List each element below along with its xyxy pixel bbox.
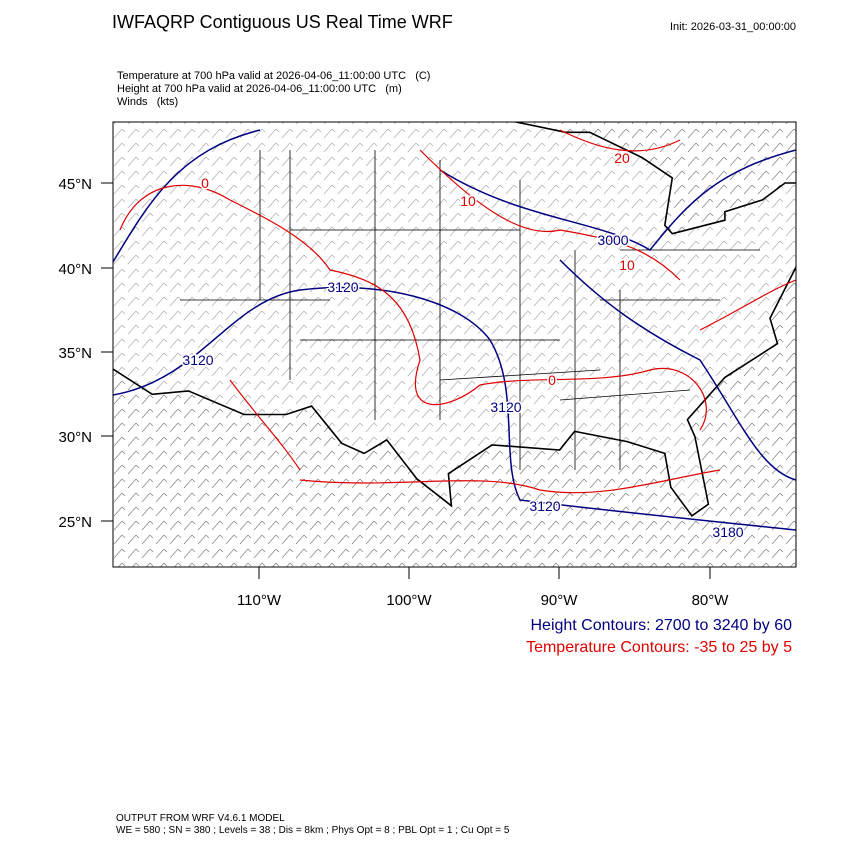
field-line: Winds (kts) xyxy=(117,96,178,108)
contour-labels: 20 10 10 0 0 3000 3120 3120 3120 3120 3180 xyxy=(181,149,745,542)
lat-label: 35°N xyxy=(58,345,92,362)
coastline xyxy=(113,122,796,518)
lat-label: 40°N xyxy=(58,261,92,278)
footer-line: WE = 580 ; SN = 380 ; Levels = 38 ; Dis … xyxy=(116,825,510,836)
contour-label: 0 xyxy=(201,175,209,191)
lon-label: 80°W xyxy=(692,592,730,609)
footer-line: OUTPUT FROM WRF V4.6.1 MODEL xyxy=(116,813,285,824)
contour-label: 3120 xyxy=(529,498,560,514)
map-area xyxy=(113,122,796,567)
legend-temperature: Temperature Contours: -35 to 25 by 5 xyxy=(526,639,792,656)
legend-height: Height Contours: 2700 to 3240 by 60 xyxy=(530,617,792,634)
axes: 45°N 40°N 35°N 30°N 25°N 110°W 100°W 90°W 80°W xyxy=(58,176,729,609)
lon-label: 110°W xyxy=(237,592,282,609)
lat-label: 45°N xyxy=(58,176,92,193)
lat-label: 25°N xyxy=(58,514,92,531)
height-contours xyxy=(113,129,796,531)
contour-label: 3180 xyxy=(712,524,743,540)
wind-barbs xyxy=(113,122,796,567)
init-time: Init: 2026-03-31_00:00:00 xyxy=(670,21,796,33)
state-borders xyxy=(180,150,760,470)
field-line: Temperature at 700 hPa valid at 2026-04-… xyxy=(117,70,430,82)
contour-label: 3120 xyxy=(490,399,521,415)
title: IWFAQRP Contiguous US Real Time WRF xyxy=(112,12,453,32)
temperature-contours xyxy=(119,129,796,494)
lon-label: 90°W xyxy=(541,592,579,609)
contour-label: 10 xyxy=(460,193,476,209)
contour-label: 3000 xyxy=(597,232,628,248)
contour-label: 3120 xyxy=(182,352,213,368)
contour-label: 20 xyxy=(614,150,630,166)
map-frame xyxy=(112,121,797,568)
field-line: Height at 700 hPa valid at 2026-04-06_11… xyxy=(117,83,402,95)
contour-label: 10 xyxy=(619,257,635,273)
contour-label: 0 xyxy=(548,372,556,388)
contour-label: 3120 xyxy=(327,279,358,295)
lon-label: 100°W xyxy=(386,592,432,609)
lat-label: 30°N xyxy=(58,429,92,446)
